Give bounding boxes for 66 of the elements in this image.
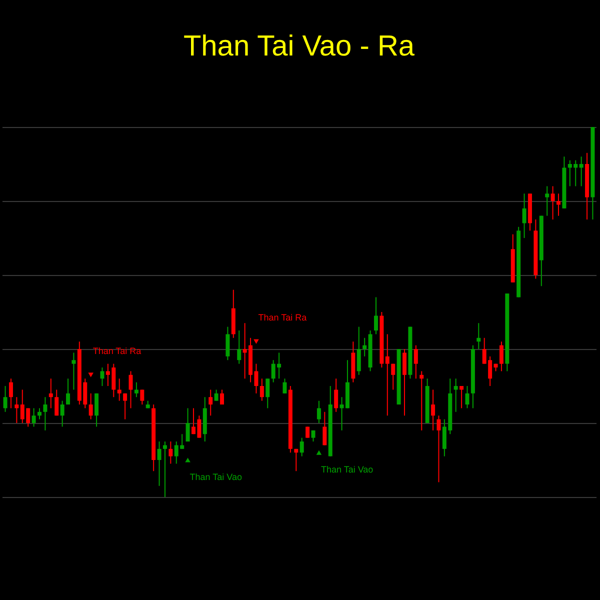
candlestick [94,392,99,428]
candlestick [117,378,122,402]
series-label: Than Tai Vao [190,472,242,482]
candlestick [214,389,218,402]
candlestick [550,186,555,220]
candlestick [362,337,367,357]
candlestick [220,389,224,405]
candlestick [60,400,64,428]
series-label: Than Tai Ra [258,312,307,323]
candlestick [128,370,133,409]
candlestick [66,378,70,405]
candlestick [88,392,93,420]
text: Than Tai Vao [320,464,374,475]
candlestick [476,322,481,350]
candlestick [556,193,560,216]
candlestick [316,400,321,424]
candlestick [579,156,584,187]
candlestick [282,378,287,394]
candlestick [100,367,104,386]
candlestick [14,396,19,424]
candlestick [306,426,310,438]
candlestick [402,348,407,416]
text: Than Tai Ra [92,346,142,356]
point [185,458,190,462]
candlestick [260,378,264,402]
candlestick [186,408,190,442]
candlestick [3,386,8,412]
candlestick [140,389,144,405]
candlestick [157,441,162,486]
candlestick [420,370,424,431]
candlestick [391,363,396,390]
candlestick [431,389,436,431]
point [316,450,322,455]
candlestick [43,396,48,431]
candlestick [522,193,526,238]
candlestick [499,341,504,372]
candlestick [208,389,213,416]
candlestick [460,386,464,409]
candlestick [123,392,128,420]
candlestick [134,382,138,398]
candlestick [294,448,298,472]
candlestick [374,296,378,335]
candlestick [72,352,76,390]
candlestick [8,378,13,409]
chart-title: Than Tai Vao - Ra [183,30,416,62]
candlestick [32,408,36,428]
candlestick [48,378,53,409]
point [88,372,94,378]
candlestick [414,344,418,380]
candlestick [454,378,458,412]
candlestick [38,408,42,420]
candlestick [322,411,327,446]
candlestick [465,386,470,409]
candlestick [385,334,390,416]
candlestick [545,186,550,216]
candlestick [300,437,304,457]
candlestick [226,326,230,361]
candlestick [162,441,167,498]
candlestick [356,326,361,376]
candlestick [54,389,59,416]
candlestick [237,330,242,364]
point [254,339,259,344]
candlestick [334,378,338,412]
candlestick [436,415,441,483]
candlestick [168,441,173,464]
candlestick [266,378,270,409]
